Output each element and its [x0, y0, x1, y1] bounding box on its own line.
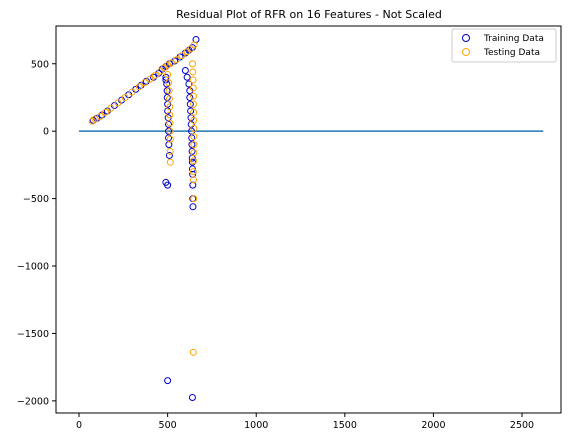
testing-point — [190, 100, 198, 108]
testing-point — [190, 116, 198, 124]
training-point — [164, 181, 172, 189]
training-point — [155, 69, 163, 77]
plot-frame — [55, 25, 562, 414]
testing-point — [164, 71, 172, 79]
training-point — [189, 203, 197, 211]
legend-box — [451, 28, 557, 63]
testing-point — [114, 99, 122, 107]
x-tick-label: 0 — [76, 420, 82, 431]
testing-point — [190, 92, 198, 100]
testing-point — [166, 111, 174, 119]
testing-point — [135, 83, 143, 91]
training-point — [186, 93, 194, 101]
testing-point — [190, 141, 198, 149]
testing-point — [165, 79, 173, 87]
training-point — [188, 393, 196, 401]
training-point — [163, 80, 171, 88]
y-tick-label: 500 — [31, 59, 49, 70]
training-point — [188, 147, 196, 155]
legend-marker-training — [462, 34, 470, 42]
training-point — [142, 77, 150, 85]
testing-point — [188, 60, 196, 68]
testing-point — [190, 124, 198, 132]
data-points-layer — [88, 35, 200, 401]
testing-point — [107, 104, 115, 112]
training-point — [185, 80, 193, 88]
testing-point — [141, 79, 149, 87]
y-tick-label: 0 — [43, 127, 49, 138]
testing-point — [190, 41, 198, 49]
x-tick-label: 1500 — [333, 420, 357, 431]
training-point — [183, 73, 191, 81]
testing-point — [190, 176, 198, 184]
training-point — [165, 120, 173, 128]
testing-point — [190, 195, 198, 203]
training-point — [164, 107, 172, 115]
x-tick-label: 2500 — [510, 420, 534, 431]
testing-point — [189, 348, 197, 356]
y-tick-label: −500 — [23, 194, 49, 205]
training-point — [164, 377, 172, 385]
testing-point — [187, 45, 195, 53]
testing-point — [96, 112, 104, 120]
training-point — [188, 158, 196, 166]
testing-point — [166, 103, 174, 111]
legend-label-testing: Testing Data — [483, 48, 540, 58]
y-tick-label: −1500 — [17, 329, 49, 340]
training-point — [165, 151, 173, 159]
testing-point — [121, 93, 129, 101]
testing-point — [165, 95, 173, 103]
x-axis-ticks: 0 500 1000 1500 2000 2500 — [76, 413, 534, 431]
testing-point — [128, 88, 136, 96]
testing-point — [189, 68, 197, 76]
testing-point — [166, 119, 174, 127]
testing-point — [166, 158, 174, 166]
legend-marker-testing — [462, 48, 470, 56]
training-point — [181, 66, 189, 74]
training-point — [149, 73, 157, 81]
testing-point — [189, 84, 197, 92]
testing-point — [190, 108, 198, 116]
training-point — [163, 87, 171, 95]
chart-title: Residual Plot of RFR on 16 Features - No… — [176, 8, 442, 21]
x-tick-label: 500 — [159, 420, 177, 431]
training-point — [189, 181, 197, 189]
testing-point — [178, 52, 186, 60]
training-point — [165, 134, 173, 142]
testing-point — [172, 56, 180, 64]
y-axis-ticks: 500 0 −500 −1000 −1500 −2000 — [17, 59, 56, 407]
testing-point — [91, 115, 99, 123]
testing-point — [164, 61, 172, 69]
testing-point — [165, 87, 173, 95]
testing-point — [189, 168, 197, 176]
training-point — [186, 100, 194, 108]
testing-point — [166, 127, 174, 135]
y-tick-label: −2000 — [17, 396, 49, 407]
legend-label-training: Training Data — [483, 34, 544, 44]
x-tick-label: 2000 — [421, 420, 445, 431]
testing-point — [190, 149, 198, 157]
testing-point — [190, 157, 198, 165]
y-tick-label: −1000 — [17, 262, 49, 273]
training-point — [171, 57, 179, 65]
legend: Training Data Testing Data — [451, 28, 557, 63]
testing-point — [166, 135, 174, 143]
training-point — [89, 116, 97, 124]
training-point — [189, 170, 197, 178]
testing-point — [151, 71, 159, 79]
testing-point — [189, 76, 197, 84]
training-point — [188, 141, 196, 149]
testing-point — [102, 108, 110, 116]
x-tick-label: 1000 — [244, 420, 268, 431]
testing-point — [167, 59, 175, 67]
testing-point — [190, 133, 198, 141]
testing-point — [146, 75, 154, 83]
testing-point — [166, 147, 174, 155]
